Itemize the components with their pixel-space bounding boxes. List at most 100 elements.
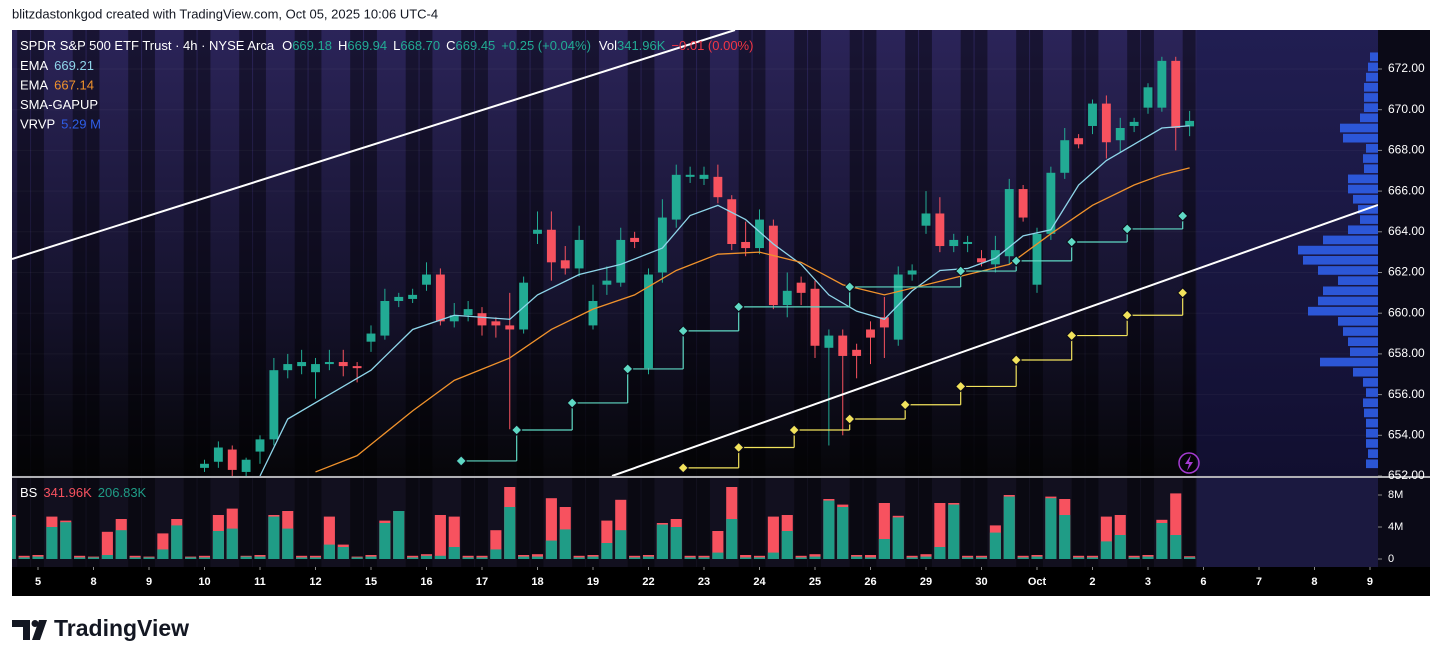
extended-session <box>350 30 364 476</box>
candle-body <box>505 325 515 330</box>
candle-body <box>519 282 529 330</box>
candle-body <box>200 463 209 468</box>
legend: SPDR S&P 500 ETF Trust · 4h · NYSE Arca O… <box>20 38 753 500</box>
extended-session <box>86 30 100 476</box>
extended-session <box>1085 30 1099 476</box>
candle-body <box>366 333 376 342</box>
volume-bar <box>587 556 599 559</box>
volume-pane <box>12 478 1378 567</box>
extended-session <box>863 30 877 476</box>
extended-session <box>350 478 364 567</box>
volume-bar <box>420 555 433 559</box>
candle-body <box>796 282 806 293</box>
volume-bar <box>767 516 779 559</box>
symbol: SPDR S&P 500 ETF Trust · 4h · NYSE Arca <box>20 38 275 53</box>
session-shading <box>12 30 1378 476</box>
x-tick-label: Oct <box>1028 576 1047 588</box>
extended-session <box>1071 30 1085 476</box>
volume-bar <box>393 511 405 559</box>
volume-label: Vol <box>599 38 617 53</box>
candle-body <box>1004 189 1014 257</box>
y-tick-label: 670.00 <box>1388 102 1425 116</box>
volume-profile-bar <box>1318 296 1378 306</box>
volume-bar <box>198 557 211 559</box>
volume-bar <box>864 557 877 559</box>
volume-bar <box>975 557 988 559</box>
extended-session <box>919 478 932 567</box>
volume-bar <box>379 523 391 559</box>
step-marker <box>899 399 911 411</box>
volume-profile-bar <box>1343 133 1378 143</box>
y-tick-label: 664.00 <box>1388 224 1425 238</box>
study-value: 667.14 <box>54 78 94 93</box>
volume-bar <box>46 527 58 559</box>
volume-bar <box>504 507 516 559</box>
volume-bar <box>934 503 946 559</box>
volume-bar <box>1086 557 1099 559</box>
volume-bar <box>462 557 474 559</box>
study-legend: BS 341.96K 206.83K <box>20 485 147 500</box>
study-legend: VRVP 5.29 M <box>20 117 101 132</box>
candle-body <box>768 225 778 306</box>
extended-session <box>627 478 641 567</box>
alert-icon[interactable] <box>1178 452 1200 474</box>
candle-body <box>213 447 223 462</box>
candle-body <box>255 439 265 452</box>
candle-body <box>977 258 986 263</box>
step-marker <box>455 455 467 467</box>
volume-bar <box>296 557 308 559</box>
extended-session <box>572 478 586 567</box>
y-tick-label: 654.00 <box>1388 427 1425 441</box>
candle-body <box>755 219 764 249</box>
volume-tick-label: 0 <box>1388 553 1394 565</box>
volume-bar <box>157 533 169 559</box>
y-tick-label: 666.00 <box>1388 183 1425 197</box>
step-marker <box>1010 255 1022 267</box>
study-name: EMA <box>20 58 49 73</box>
volume-bar <box>185 557 197 559</box>
volume-profile-bar <box>1366 72 1378 82</box>
extended-session <box>364 478 377 567</box>
candle-body <box>810 288 820 346</box>
volume-profile-bar <box>1364 103 1378 112</box>
volume-profile-bar <box>1360 113 1378 123</box>
volume-bar <box>365 556 377 559</box>
extended-session <box>683 30 697 476</box>
volume-bar <box>726 519 738 559</box>
volume-bar <box>601 520 613 559</box>
volume-bar <box>878 503 890 559</box>
extended-session <box>794 30 808 476</box>
extended-session <box>142 478 155 567</box>
ohlc-value: 668.70 <box>400 38 440 53</box>
candle-body <box>671 174 681 220</box>
candle-body <box>866 329 875 338</box>
extended-session <box>142 30 155 476</box>
y-tick-label: 668.00 <box>1388 143 1425 157</box>
extended-session <box>1182 30 1196 476</box>
candle-body <box>338 362 348 367</box>
volume-bar <box>948 504 960 559</box>
volume-bar <box>323 516 335 559</box>
extended-session <box>586 478 599 567</box>
extended-session <box>516 30 530 476</box>
study-legend: SMA-GAPUP <box>20 97 98 112</box>
step-marker <box>566 397 578 409</box>
volume-profile-bar <box>1368 62 1378 72</box>
volume-bar <box>171 525 183 559</box>
x-tick-label: 6 <box>1200 576 1206 588</box>
study-value: 5.29 M <box>61 117 101 132</box>
volume-profile-bar <box>1318 266 1378 275</box>
extended-session <box>1141 478 1154 567</box>
volume-bar <box>962 557 974 559</box>
candle-body <box>782 290 792 306</box>
volume-profile-bar <box>1366 388 1378 397</box>
volume-bar <box>712 531 724 559</box>
candle-body <box>241 459 251 472</box>
extended-session <box>530 478 544 567</box>
volume-bar <box>60 522 72 559</box>
volume-bar <box>837 507 849 559</box>
volume-profile-bar <box>1338 317 1378 326</box>
volume-bar <box>934 547 946 559</box>
extended-session <box>308 478 322 567</box>
step-marker <box>1010 354 1022 366</box>
